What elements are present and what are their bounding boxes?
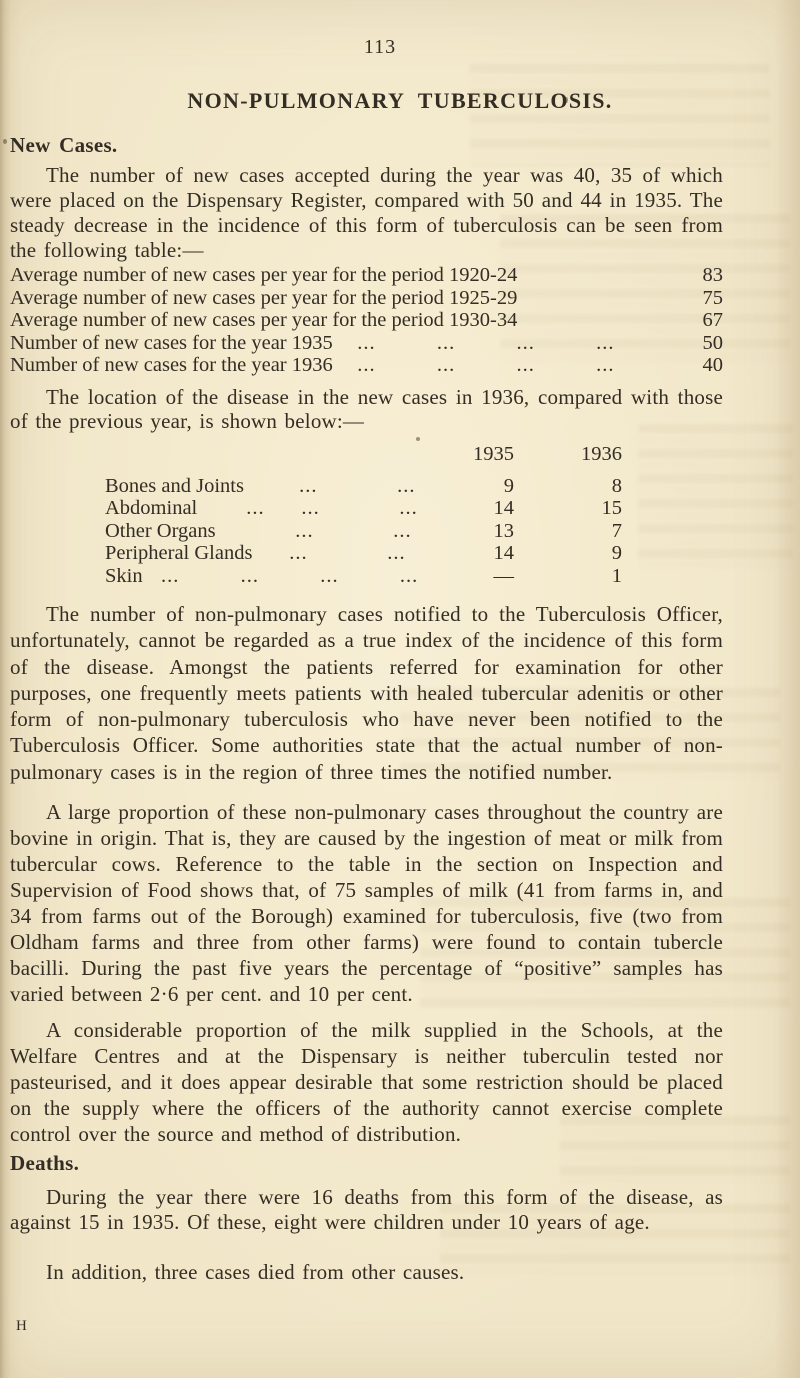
page-number: 113 [363, 36, 397, 58]
list-item: Number of new cases for the year 1935 ..… [10, 332, 723, 355]
cell-1935: 13 [493, 519, 515, 542]
dot-leader: ... ... ... [289, 542, 468, 565]
table-row: Skin ... ... ... ... ... — 1 [105, 565, 622, 588]
stat-value: 83 [702, 264, 724, 286]
cell-1935: — [493, 564, 515, 587]
cell-1936: 7 [611, 519, 622, 542]
dot-leader: ... ... ... [295, 519, 468, 542]
cell-1936: 1 [611, 564, 622, 587]
table-row: Peripheral Glands ... ... ... 14 9 [105, 542, 622, 565]
paragraph-notified: The number of non-pulmonary cases notifi… [10, 602, 723, 784]
dot-leader: ... ... ... ... [332, 354, 615, 377]
paragraph-other-causes: In addition, three cases died from other… [46, 1260, 465, 1284]
signature-mark: H [16, 1318, 28, 1334]
stat-label: Number of new cases for the year 1936 [10, 354, 333, 377]
dot-leader: ... ... ... ... ... [142, 564, 468, 587]
stat-label: Average number of new cases per year for… [10, 286, 518, 309]
cell-1935: 9 [503, 474, 514, 497]
dust-speck [416, 437, 420, 441]
row-label: Bones and Joints [105, 474, 244, 497]
row-label: Skin [105, 564, 143, 587]
paragraph-deaths: During the year there were 16 deaths fro… [10, 1185, 723, 1235]
stat-label: Number of new cases for the year 1935 [10, 331, 333, 354]
column-header-1935: 1935 [473, 443, 514, 465]
paragraph-milk-supply: A considerable proportion of the milk su… [10, 1018, 723, 1146]
dust-speck [565, 97, 568, 103]
table-row: Other Organs ... ... ... 13 7 [105, 520, 622, 543]
heading-deaths: Deaths. [10, 1151, 80, 1175]
cell-1936: 8 [611, 474, 622, 497]
table-row: Bones and Joints ... ... ... 9 8 [105, 475, 622, 498]
stat-value: 67 [702, 309, 724, 332]
table-row: Abdominal ... ... ... ... 14 15 [105, 497, 622, 520]
stat-value: 75 [702, 286, 724, 309]
list-item: Average number of new cases per year for… [10, 287, 723, 310]
location-of-disease-table: 1935 1936 Bones and Joints ... ... ... 9… [105, 443, 622, 588]
cell-1935: 14 [493, 497, 515, 520]
stat-label: Average number of new cases per year for… [10, 264, 518, 286]
paragraph-bovine-origin: A large proportion of these non-pulmonar… [10, 800, 723, 1006]
stat-value: 50 [702, 331, 724, 354]
row-label: Peripheral Glands [105, 542, 253, 565]
show-through-ghost [470, 64, 770, 166]
cell-1936: 15 [601, 497, 623, 520]
list-item: Average number of new cases per year for… [10, 264, 723, 287]
dot-leader: ... ... ... ... [246, 497, 468, 520]
stat-value: 40 [702, 354, 724, 377]
heading-new-cases: New Cases. [10, 133, 118, 157]
paragraph-intro: The number of new cases accepted during … [10, 163, 723, 262]
dot-leader: ... ... ... [299, 474, 468, 497]
dot-leader: ... ... ... ... [332, 331, 615, 354]
paragraph-location-intro: The location of the disease in the new c… [10, 385, 723, 433]
row-label: Other Organs [105, 519, 216, 542]
row-label: Abdominal [105, 497, 198, 520]
list-item: Average number of new cases per year for… [10, 309, 723, 332]
stat-label: Average number of new cases per year for… [10, 309, 518, 332]
column-header-1936: 1936 [581, 443, 622, 465]
list-item: Number of new cases for the year 1936 ..… [10, 354, 723, 377]
new-cases-statistics-list: Average number of new cases per year for… [10, 264, 723, 377]
table-header-row: 1935 1936 [105, 443, 622, 466]
cell-1935: 14 [493, 542, 515, 565]
cell-1936: 9 [611, 542, 622, 565]
section-title: NON-PULMONARY TUBERCULOSIS. [187, 88, 613, 113]
dust-speck [3, 139, 7, 144]
show-through-ghost [638, 424, 793, 569]
